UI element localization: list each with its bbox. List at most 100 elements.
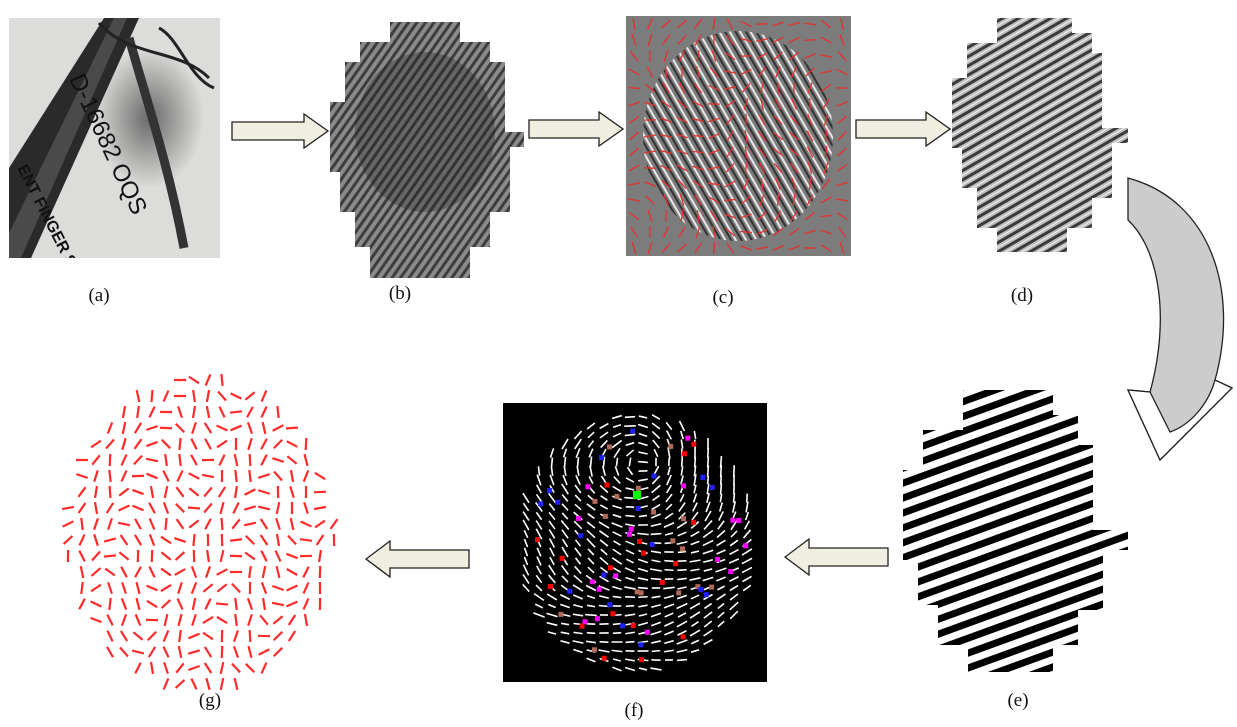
skeleton-ridge bbox=[667, 447, 671, 459]
orientation-segment bbox=[233, 485, 239, 499]
orientation-segment bbox=[145, 440, 159, 448]
orientation-segment bbox=[313, 490, 327, 494]
orientation-segment bbox=[118, 551, 130, 561]
skeleton-ridge bbox=[638, 460, 648, 464]
skeleton-ridge bbox=[586, 422, 596, 430]
orientation-tick bbox=[824, 129, 828, 143]
orientation-segment bbox=[248, 453, 252, 467]
orientation-tick bbox=[708, 149, 720, 155]
minutia-point bbox=[700, 474, 706, 480]
orientation-segment bbox=[62, 535, 74, 545]
skeleton-ridge bbox=[562, 474, 568, 486]
orientation-segment bbox=[120, 598, 128, 610]
orientation-tick bbox=[790, 210, 798, 222]
orientation-tick bbox=[791, 98, 797, 110]
orientation-segment bbox=[218, 406, 226, 418]
orientation-segment bbox=[145, 618, 159, 622]
skeleton-ridge bbox=[716, 593, 726, 601]
orientation-tick bbox=[629, 50, 639, 62]
skeleton-ridge bbox=[550, 457, 554, 467]
orientation-tick bbox=[758, 162, 766, 174]
skeleton-ridge bbox=[573, 430, 583, 440]
orientation-tick bbox=[743, 178, 749, 190]
orientation-tick bbox=[726, 130, 734, 142]
orientation-segment bbox=[80, 517, 84, 531]
orientation-segment bbox=[148, 534, 156, 546]
skeleton-ridge bbox=[624, 586, 636, 590]
orientation-tick bbox=[676, 133, 688, 139]
orientation-segment bbox=[103, 554, 117, 558]
orientation-segment bbox=[162, 390, 170, 402]
skeleton-ridge bbox=[689, 629, 701, 637]
orientation-segment bbox=[219, 501, 225, 515]
orientation-segment bbox=[231, 582, 241, 594]
skeleton-ridge bbox=[650, 532, 662, 536]
orientation-tick bbox=[661, 34, 671, 46]
skeleton-ridge bbox=[653, 448, 659, 458]
skeleton-ridge bbox=[729, 548, 739, 556]
orientation-tick bbox=[724, 180, 736, 188]
minutia-point bbox=[670, 538, 676, 544]
orientation-segment bbox=[107, 581, 113, 595]
orientation-tick bbox=[773, 51, 783, 61]
skeleton-ridge bbox=[702, 529, 714, 539]
orientation-tick bbox=[647, 210, 653, 222]
minutia-point bbox=[576, 515, 582, 521]
orientation-tick bbox=[695, 226, 701, 238]
skeleton-ridge bbox=[626, 558, 634, 564]
orientation-segment bbox=[188, 519, 200, 529]
orientation-segment bbox=[104, 567, 116, 577]
orientation-segment bbox=[108, 469, 112, 483]
skeleton-ridge bbox=[599, 504, 609, 510]
orientation-tick bbox=[773, 115, 783, 125]
skeleton-ridge bbox=[741, 557, 753, 565]
skeleton-ridge bbox=[624, 415, 636, 419]
skeleton-ridge bbox=[716, 576, 726, 582]
skeleton-ridge bbox=[600, 439, 608, 449]
skeleton-ridge bbox=[598, 649, 610, 653]
skeleton-ridge bbox=[614, 466, 620, 476]
orientation-segment bbox=[160, 599, 172, 609]
skeleton-ridge bbox=[522, 511, 530, 521]
orientation-segment bbox=[78, 550, 86, 562]
skeleton-ridge bbox=[523, 538, 529, 548]
skeleton-ridge bbox=[663, 603, 675, 609]
skeleton-ridge bbox=[679, 493, 685, 503]
skeleton-ridge bbox=[667, 466, 671, 476]
orientation-tick bbox=[724, 51, 736, 61]
skeleton-ridge bbox=[703, 568, 713, 572]
orientation-segment bbox=[162, 646, 170, 658]
orientation-segment bbox=[160, 567, 172, 577]
skeleton-ridge bbox=[561, 512, 569, 520]
orientation-tick bbox=[776, 81, 780, 95]
orientation-tick bbox=[662, 82, 670, 94]
orientation-tick bbox=[789, 131, 799, 141]
skeleton-ridge bbox=[522, 564, 530, 576]
skeleton-ridge bbox=[676, 639, 688, 645]
skeleton-ridge bbox=[690, 530, 700, 538]
skeleton-ridge bbox=[638, 613, 648, 617]
latent-fingerprint-image: D-16682 OQS ENT FINGER SECTION bbox=[9, 18, 220, 258]
orientation-tick bbox=[840, 18, 844, 30]
skeleton-ridge bbox=[547, 631, 557, 635]
skeleton-ridge bbox=[546, 593, 558, 601]
skeleton-ridge bbox=[535, 493, 543, 503]
orientation-segment bbox=[174, 502, 186, 514]
orientation-segment bbox=[234, 597, 238, 611]
orientation-segment bbox=[135, 597, 141, 611]
minutia-point bbox=[680, 634, 686, 640]
skeleton-ridge bbox=[535, 502, 543, 512]
skeleton-ridge bbox=[690, 521, 700, 529]
skeleton-ridge bbox=[561, 483, 569, 495]
skeleton-ridge bbox=[563, 465, 567, 477]
orientation-tick bbox=[696, 49, 700, 63]
skeleton-ridge bbox=[677, 568, 687, 572]
minutia-point bbox=[594, 616, 600, 622]
minutia-point bbox=[659, 579, 665, 585]
orientation-segment bbox=[162, 678, 170, 690]
skeleton-ridge bbox=[549, 448, 555, 458]
orientation-segment bbox=[119, 534, 129, 546]
skeleton-ridge bbox=[651, 595, 661, 599]
skeleton-ridge bbox=[586, 640, 596, 644]
enhanced-fingerprint-image bbox=[952, 18, 1128, 252]
